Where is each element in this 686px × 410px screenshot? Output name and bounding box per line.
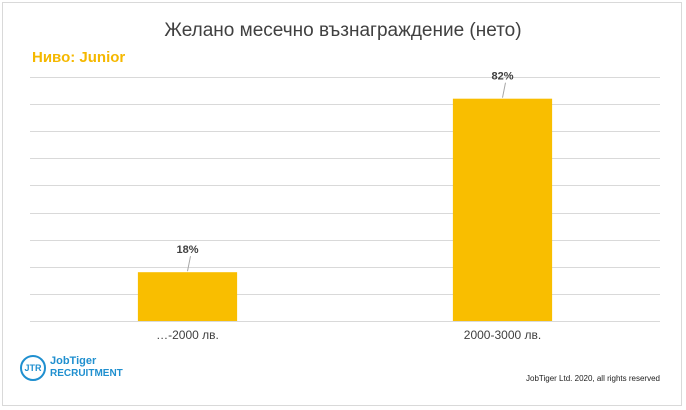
data-label-leader [502, 82, 506, 98]
chart-title: Желано месечно възнаграждение (нето) [164, 20, 522, 41]
copyright-text: JobTiger Ltd. 2020, all rights reserved [526, 374, 660, 383]
bar-1 [137, 272, 238, 321]
data-label: 18% [176, 244, 198, 256]
data-label: 82% [491, 71, 513, 83]
x-tick-label: 2000-3000 лв. [464, 328, 541, 342]
x-tick-label: …-2000 лв. [156, 328, 219, 342]
data-label-leader [187, 256, 191, 272]
logo-name: JobTiger [50, 355, 97, 367]
level-label: Ниво: Junior [32, 49, 126, 66]
chart-frame [2, 2, 682, 406]
jobtiger-logo: JTR JobTiger RECRUITMENT [20, 355, 140, 383]
bar-2 [452, 98, 553, 321]
logo-subtitle: RECRUITMENT [50, 368, 123, 379]
jtr-logo-icon: JTR [20, 355, 46, 381]
